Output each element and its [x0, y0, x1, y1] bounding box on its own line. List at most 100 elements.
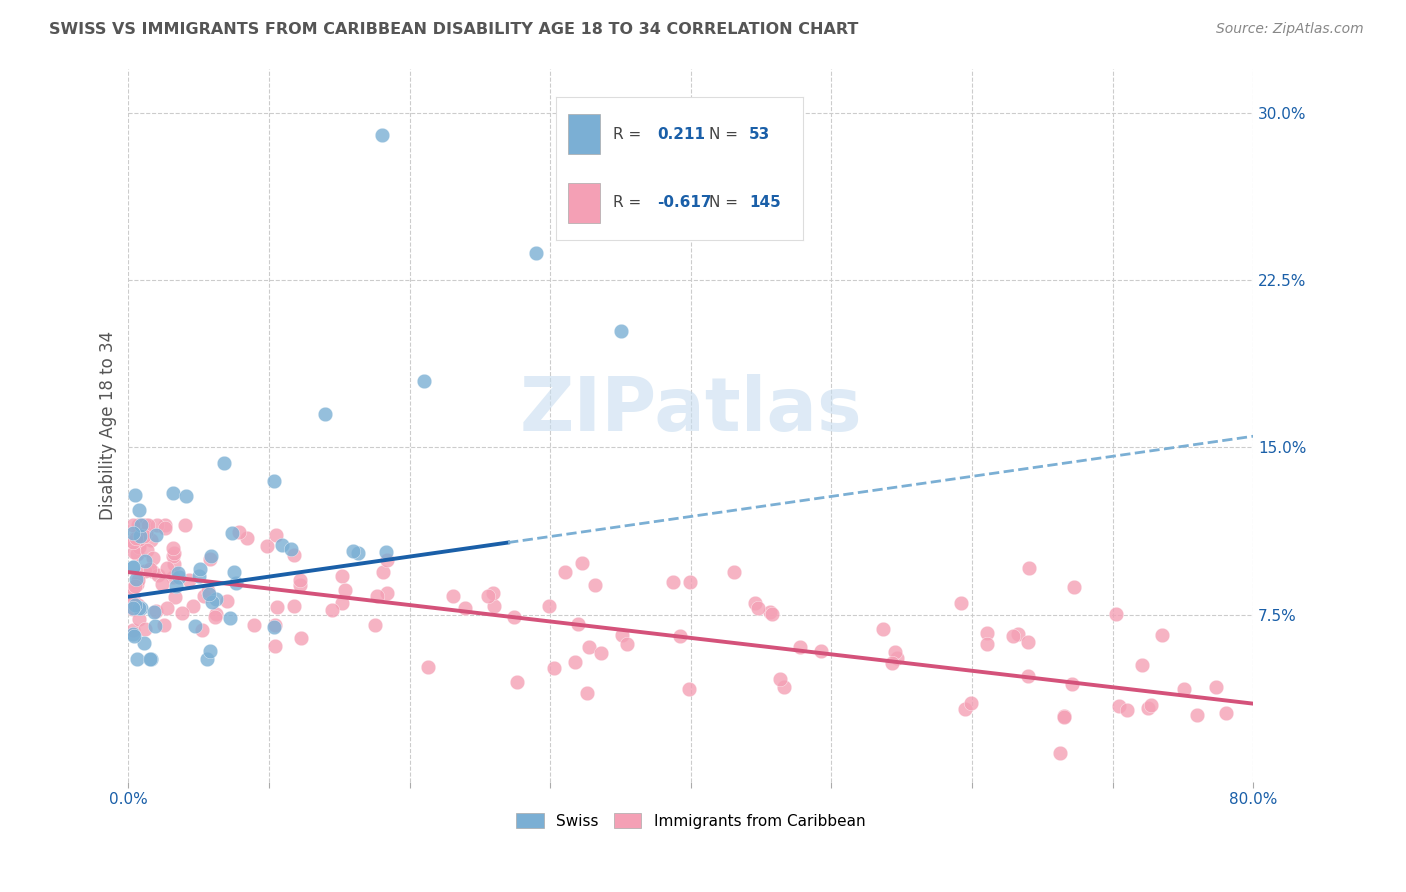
Point — [222, 566, 245, 580]
Point — [571, 556, 593, 570]
Point — [121, 581, 143, 595]
Point — [156, 600, 179, 615]
Point — [484, 599, 506, 613]
Point — [1007, 626, 1029, 640]
Point — [134, 622, 156, 636]
Point — [221, 526, 243, 541]
Text: Source: ZipAtlas.com: Source: ZipAtlas.com — [1216, 22, 1364, 37]
Point — [139, 652, 162, 666]
Point — [193, 589, 215, 603]
Point — [121, 624, 143, 638]
Point — [375, 544, 398, 558]
Point — [256, 539, 278, 553]
Point — [1205, 680, 1227, 694]
Point — [583, 578, 606, 592]
Point — [524, 246, 547, 260]
Point — [153, 520, 176, 534]
Y-axis label: Disability Age 18 to 34: Disability Age 18 to 34 — [100, 331, 117, 520]
Point — [139, 562, 162, 576]
Point — [163, 591, 186, 605]
Point — [162, 486, 184, 500]
Point — [217, 593, 239, 607]
Point — [205, 592, 228, 607]
Point — [162, 570, 184, 584]
Point — [219, 611, 242, 625]
Point — [280, 541, 302, 556]
Point — [758, 605, 780, 619]
Point — [564, 655, 586, 669]
Point — [188, 569, 211, 583]
Point — [128, 612, 150, 626]
Point — [610, 628, 633, 642]
Point — [195, 652, 218, 666]
Point — [128, 600, 150, 615]
Point — [477, 590, 499, 604]
Point — [314, 407, 336, 421]
Point — [1049, 746, 1071, 760]
Point — [163, 557, 186, 571]
Point — [283, 548, 305, 562]
Point — [127, 599, 149, 613]
Point — [616, 637, 638, 651]
Point — [127, 518, 149, 533]
Point — [139, 533, 162, 547]
Point — [761, 607, 783, 621]
Point — [181, 599, 204, 614]
Point — [567, 616, 589, 631]
Point — [1130, 658, 1153, 673]
Point — [453, 600, 475, 615]
Point — [142, 551, 165, 566]
Point — [264, 527, 287, 541]
Point — [810, 644, 832, 658]
Point — [125, 652, 148, 666]
Point — [375, 586, 398, 600]
Point — [136, 518, 159, 533]
Point — [772, 680, 794, 694]
Text: ZIPatlas: ZIPatlas — [520, 375, 862, 447]
Point — [122, 596, 145, 610]
Point — [789, 640, 811, 655]
Point — [122, 630, 145, 644]
Legend: Swiss, Immigrants from Caribbean: Swiss, Immigrants from Caribbean — [510, 806, 872, 835]
Point — [125, 547, 148, 561]
Point — [330, 596, 353, 610]
Point — [333, 583, 356, 598]
Point — [142, 605, 165, 619]
Point — [129, 535, 152, 549]
Point — [669, 629, 692, 643]
Text: SWISS VS IMMIGRANTS FROM CARIBBEAN DISABILITY AGE 18 TO 34 CORRELATION CHART: SWISS VS IMMIGRANTS FROM CARIBBEAN DISAB… — [49, 22, 859, 37]
Point — [200, 643, 222, 657]
Point — [243, 618, 266, 632]
Point — [342, 543, 364, 558]
Point — [134, 636, 156, 650]
Point — [121, 560, 143, 574]
Point — [121, 526, 143, 541]
Point — [976, 637, 998, 651]
Point — [143, 618, 166, 632]
Point — [132, 518, 155, 533]
Point — [122, 544, 145, 558]
Point — [163, 546, 186, 560]
Point — [371, 566, 394, 580]
Point — [170, 606, 193, 620]
Point — [283, 599, 305, 613]
Point — [162, 549, 184, 563]
Point — [662, 575, 685, 590]
Point — [125, 531, 148, 545]
Point — [1001, 629, 1024, 643]
Point — [1140, 698, 1163, 713]
Point — [872, 622, 894, 636]
Point — [1060, 677, 1083, 691]
Point — [167, 566, 190, 580]
Point — [228, 524, 250, 539]
Point — [1215, 706, 1237, 721]
Point — [165, 579, 187, 593]
Point — [375, 553, 398, 567]
Point — [121, 602, 143, 616]
Point — [184, 619, 207, 633]
Point — [266, 599, 288, 614]
Point — [153, 618, 176, 632]
Point — [1063, 580, 1085, 594]
Point — [416, 660, 439, 674]
Point — [134, 564, 156, 578]
